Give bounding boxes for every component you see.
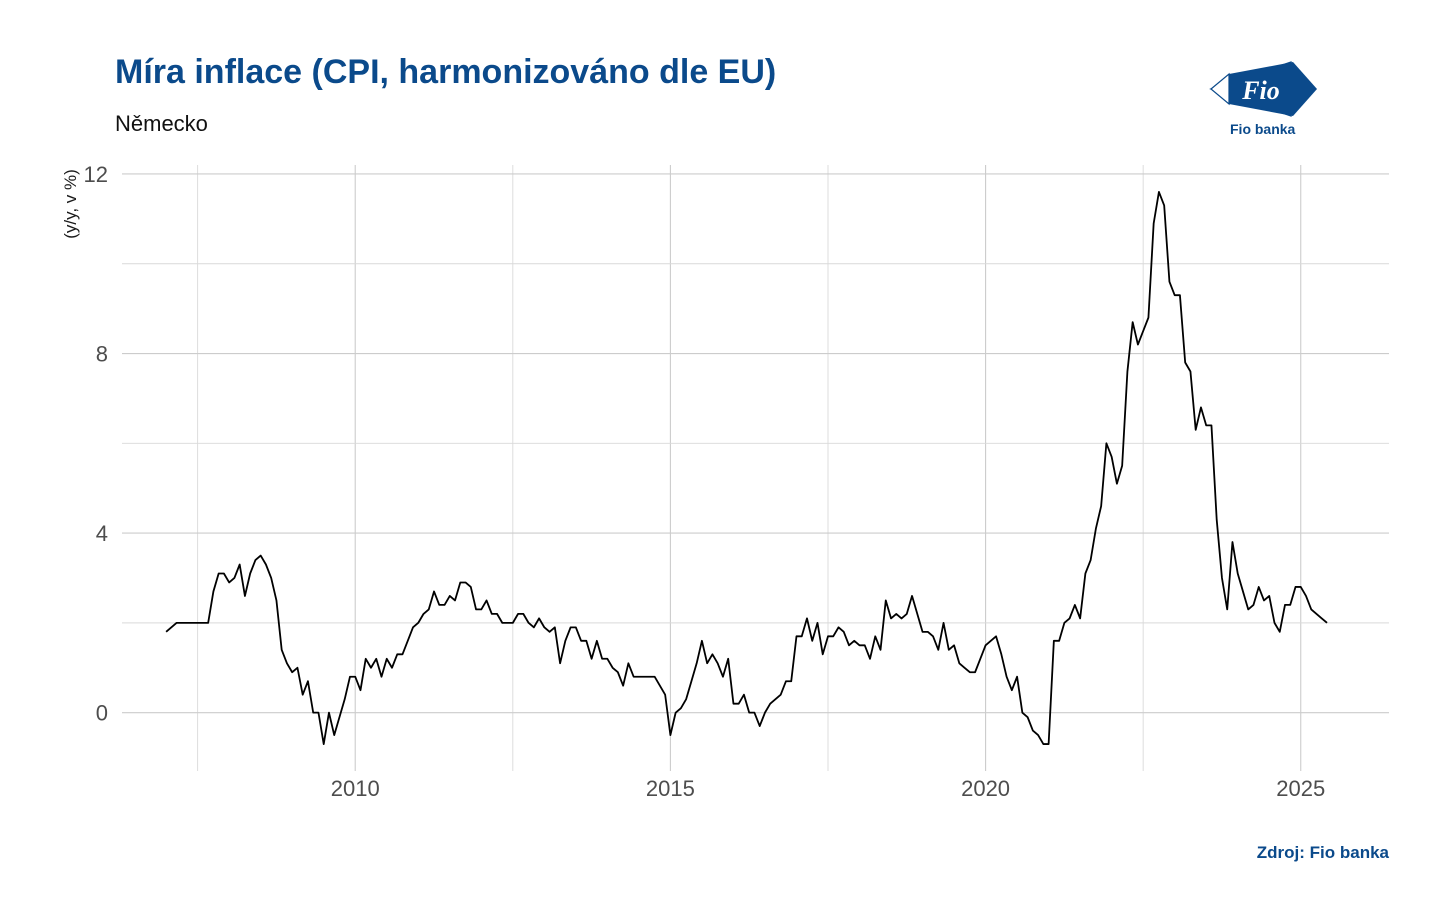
fio-logo-mark: Fio — [1241, 76, 1280, 105]
y-tick-label: 0 — [96, 701, 108, 726]
source-note: Zdroj: Fio banka — [1256, 843, 1389, 862]
y-tick-label: 4 — [96, 521, 108, 546]
x-tick-label: 2010 — [331, 776, 380, 801]
chart-title: Míra inflace (CPI, harmonizováno dle EU) — [115, 53, 777, 91]
series-layer — [165, 191, 1328, 745]
series-line — [165, 191, 1328, 745]
chart-subtitle: Německo — [115, 111, 208, 136]
y-axis-label: (y/y, v %) — [61, 169, 80, 239]
y-tick-label: 12 — [84, 162, 108, 187]
x-tick-label: 2020 — [961, 776, 1010, 801]
grid-lines — [122, 165, 1389, 771]
fio-logo-arrow — [1229, 62, 1317, 116]
y-tick-label: 8 — [96, 342, 108, 367]
x-tick-label: 2025 — [1276, 776, 1325, 801]
fio-logo-icon: Fio — [1209, 61, 1317, 117]
fio-logo-left-tip — [1210, 72, 1230, 106]
tick-labels: 2010 2015 2020 2025 0 4 8 12 — [84, 162, 1326, 801]
logo-caption: Fio banka — [1230, 121, 1296, 137]
x-tick-label: 2015 — [646, 776, 695, 801]
